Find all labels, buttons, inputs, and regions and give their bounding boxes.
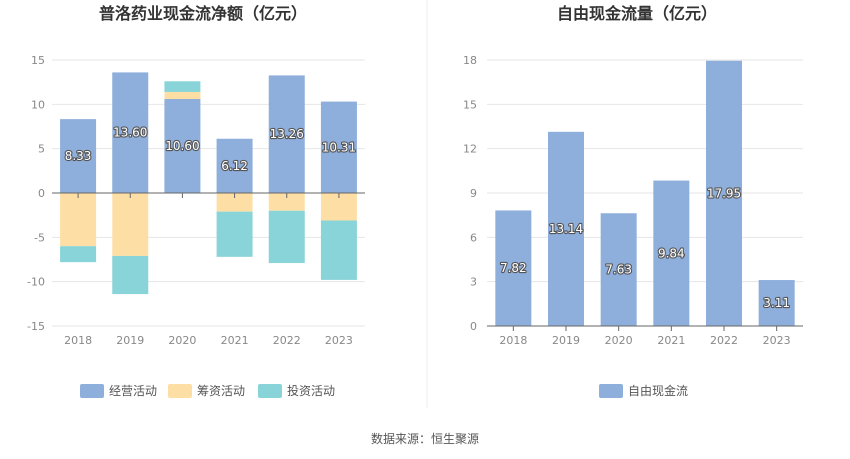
left-bar-经营活动-2022 [268, 75, 305, 193]
left-bar-经营活动-2018 [60, 119, 97, 193]
left-data-label-outline: 10.60 [165, 139, 199, 153]
left-data-label-outline: 10.31 [322, 140, 356, 154]
right-y-tick-label: 6 [470, 231, 477, 244]
right-y-tick-label: 18 [463, 54, 477, 67]
right-x-tick-label: 2020 [605, 334, 633, 347]
left-bar-投资活动-2018 [60, 246, 97, 263]
legend-swatch [258, 384, 282, 398]
right-bar-2019 [548, 131, 584, 326]
left-bar-投资活动-2019 [112, 255, 149, 295]
right-data-label: 13.14 [549, 222, 583, 236]
left-y-tick-label: -5 [34, 231, 45, 244]
legend-label: 经营活动 [109, 384, 157, 398]
right-chart-legend: 自由现金流 [599, 383, 688, 398]
left-chart-legend: 经营活动 筹资活动 投资活动 [80, 383, 335, 398]
left-chart-title: 普洛药业现金流净额（亿元） [99, 4, 307, 23]
left-y-tick-label: -15 [27, 320, 45, 333]
left-data-label: 13.60 [113, 126, 147, 140]
right-y-tick-label: 9 [470, 187, 477, 200]
right-data-label: 7.82 [500, 261, 527, 275]
left-bar-投资活动-2020 [164, 81, 201, 92]
legend-label: 筹资活动 [197, 384, 245, 398]
left-y-tick-label: 0 [38, 187, 45, 200]
left-bar-投资活动-2022 [268, 210, 305, 264]
left-bar-筹资活动-2020 [164, 91, 201, 100]
right-data-label: 17.95 [707, 186, 741, 200]
left-chart-plot: 151050-5-10-158.338.33201813.6013.602019… [27, 54, 365, 347]
right-bar-2018 [495, 210, 532, 326]
right-data-label: 7.63 [605, 263, 632, 277]
right-data-label-outline: 7.82 [500, 261, 527, 275]
legend-label: 自由现金流 [628, 383, 688, 398]
left-x-tick-label: 2023 [325, 334, 353, 347]
right-x-tick-label: 2019 [552, 334, 580, 347]
data-source-note: 数据来源：恒生聚源 [371, 431, 479, 446]
legend-swatch [168, 384, 192, 398]
left-data-label: 10.31 [322, 140, 356, 154]
right-y-tick-label: 15 [463, 98, 477, 111]
left-y-tick-label: 15 [31, 54, 45, 67]
legend-swatch [80, 384, 104, 398]
left-bar-筹资活动-2018 [60, 193, 97, 247]
right-y-tick-label: 3 [470, 276, 477, 289]
left-data-label: 10.60 [165, 139, 199, 153]
right-x-tick-label: 2018 [499, 334, 527, 347]
right-x-tick-label: 2022 [710, 334, 738, 347]
left-data-label-outline: 13.26 [270, 127, 304, 141]
left-x-tick-label: 2021 [221, 334, 249, 347]
left-x-tick-label: 2018 [64, 334, 92, 347]
right-data-label-outline: 17.95 [707, 186, 741, 200]
left-data-label: 6.12 [221, 159, 248, 173]
left-bar-筹资活动-2019 [112, 193, 149, 256]
right-data-label: 9.84 [658, 246, 685, 260]
left-x-tick-label: 2020 [168, 334, 196, 347]
left-x-tick-label: 2019 [116, 334, 144, 347]
right-x-tick-label: 2021 [657, 334, 685, 347]
left-bar-投资活动-2023 [320, 220, 357, 280]
left-data-label-outline: 13.60 [113, 126, 147, 140]
left-data-label-outline: 6.12 [221, 159, 248, 173]
left-data-label-outline: 8.33 [65, 149, 92, 163]
left-bar-筹资活动-2021 [216, 193, 253, 212]
right-data-label-outline: 13.14 [549, 222, 583, 236]
left-bar-投资活动-2021 [216, 211, 253, 257]
right-y-tick-label: 0 [470, 320, 477, 333]
legend-swatch [599, 384, 623, 398]
left-y-tick-label: 5 [38, 143, 45, 156]
legend-label: 投资活动 [287, 383, 335, 398]
right-y-tick-label: 12 [463, 143, 477, 156]
right-chart-plot: 18151296307.827.82201813.1413.1420197.63… [463, 54, 803, 347]
right-bar-2022 [706, 60, 742, 326]
right-data-label-outline: 3.11 [763, 296, 790, 310]
right-bar-2020 [600, 213, 637, 326]
right-bar-2021 [653, 180, 690, 326]
right-data-label-outline: 9.84 [658, 246, 685, 260]
right-bar-2023 [758, 280, 795, 326]
left-bar-经营活动-2021 [216, 138, 253, 193]
left-data-label: 13.26 [270, 127, 304, 141]
left-bar-经营活动-2020 [164, 99, 201, 193]
right-data-label: 3.11 [763, 296, 790, 310]
left-bar-经营活动-2019 [112, 72, 149, 193]
right-x-tick-label: 2023 [763, 334, 791, 347]
left-x-tick-label: 2022 [273, 334, 301, 347]
right-chart-title: 自由现金流量（亿元） [557, 4, 717, 23]
left-y-tick-label: -10 [27, 276, 45, 289]
right-data-label-outline: 7.63 [605, 263, 632, 277]
left-y-tick-label: 10 [31, 98, 45, 111]
left-data-label: 8.33 [65, 149, 92, 163]
left-bar-经营活动-2023 [320, 101, 357, 193]
left-bar-筹资活动-2022 [268, 193, 305, 211]
